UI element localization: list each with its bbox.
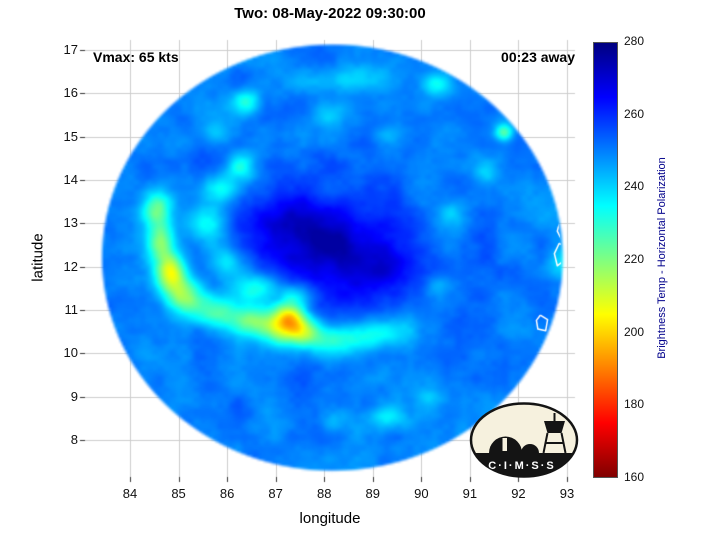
logo-skyline: C·I·M·S·S <box>471 413 577 477</box>
cimss-logo: C·I·M·S·S <box>469 402 579 478</box>
colorbar-label: Brightness Temp - Horizontal Polarizatio… <box>656 157 668 359</box>
time-away-annotation: 00:23 away <box>501 49 575 65</box>
logo-text: C·I·M·S·S <box>488 460 556 472</box>
colorbar <box>593 42 618 478</box>
x-axis-label: longitude <box>299 510 361 527</box>
plot-title: Two: 08-May-2022 09:30:00 <box>234 5 426 22</box>
dome-slit <box>502 438 507 451</box>
logo-ground <box>471 453 577 477</box>
vmax-annotation: Vmax: 65 kts <box>93 49 179 65</box>
water-tower-icon <box>544 421 565 433</box>
y-axis-label: latitude <box>29 233 47 282</box>
small-dome-icon <box>521 444 539 453</box>
water-tower-legs <box>542 432 567 454</box>
